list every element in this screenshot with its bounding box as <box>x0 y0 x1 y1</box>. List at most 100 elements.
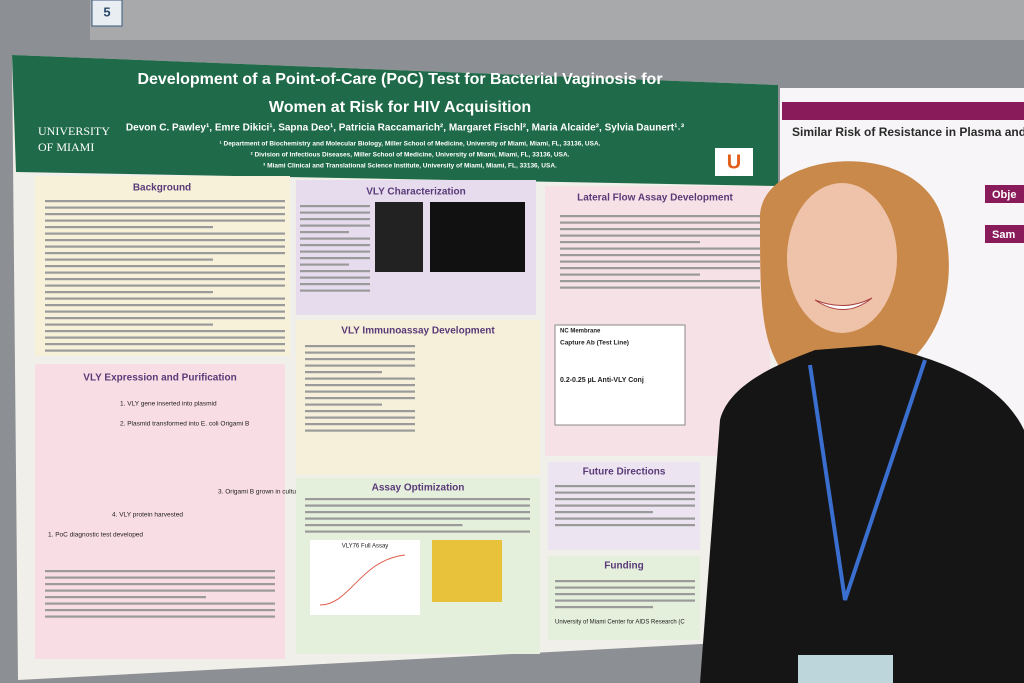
u-logo <box>715 148 753 176</box>
section-heading: Lateral Flow Assay Development <box>577 193 733 204</box>
body-text-line <box>45 336 285 339</box>
section-heading: VLY Expression and Purification <box>83 373 236 384</box>
body-text-line <box>555 580 695 583</box>
body-text-line <box>560 273 700 276</box>
body-text-line <box>300 211 370 214</box>
body-text-line <box>45 219 285 222</box>
figure-panel <box>310 540 420 615</box>
body-text-line <box>45 304 285 307</box>
body-text-line <box>45 343 285 346</box>
body-text-line <box>555 524 695 527</box>
body-text-line <box>45 206 285 209</box>
body-text-line <box>45 213 285 216</box>
body-text-line <box>555 498 695 501</box>
body-text-line <box>45 258 213 261</box>
body-text-line <box>45 278 285 281</box>
body-text-line <box>305 384 415 387</box>
poster-title: Development of a Point-of-Care (PoC) Tes… <box>137 71 662 88</box>
body-text-line <box>560 254 760 257</box>
body-text-line <box>300 276 370 279</box>
section-heading: Background <box>133 183 191 194</box>
body-text-line <box>560 286 760 289</box>
body-text-line <box>45 284 285 287</box>
body-text-line <box>45 200 285 203</box>
body-text-line <box>45 349 285 352</box>
flow-step: 2. Plasmid transformed into E. coli Orig… <box>120 421 249 428</box>
body-text-line <box>300 270 370 273</box>
affiliation: ¹ Department of Biochemistry and Molecul… <box>220 141 601 148</box>
gel-image <box>375 202 423 272</box>
body-text-line <box>45 239 285 242</box>
body-text-line <box>305 517 530 520</box>
body-text-line <box>305 358 415 361</box>
body-text-line <box>45 252 285 255</box>
section-box <box>548 556 700 640</box>
body-text-line <box>555 517 695 520</box>
body-text-line <box>555 586 695 589</box>
body-text-line <box>300 283 370 286</box>
body-text-line <box>560 260 760 263</box>
body-text-line <box>305 511 530 514</box>
body-text-line <box>45 570 275 573</box>
section-heading: Future Directions <box>583 467 666 478</box>
body-text-line <box>305 524 463 527</box>
badge-card <box>798 655 893 683</box>
section-heading: VLY Characterization <box>366 187 465 198</box>
body-text-line <box>560 241 700 244</box>
body-text-line <box>300 231 349 234</box>
poster-authors: Devon C. Pawley¹, Emre Dikici¹, Sapna De… <box>126 123 685 134</box>
u-logo-mark: U <box>727 151 741 173</box>
affiliation: ³ Miami Clinical and Translational Scien… <box>263 163 557 170</box>
body-text-line <box>300 237 370 240</box>
body-text-line <box>560 267 760 270</box>
body-text-line <box>300 205 370 208</box>
body-text-line <box>305 371 382 374</box>
body-text-line <box>305 397 415 400</box>
body-text-line <box>560 280 760 283</box>
body-text-line <box>560 228 760 231</box>
side-title: Similar Risk of Resistance in Plasma and <box>792 125 1024 139</box>
logo: UNIVERSITY <box>38 124 110 138</box>
panel <box>90 0 1024 40</box>
body-text-line <box>45 596 206 599</box>
lfa-label: 0.2-0.25 µL Anti-VLY Conj <box>560 377 644 384</box>
gel-image <box>430 202 525 272</box>
body-text-line <box>305 390 415 393</box>
face <box>787 183 897 333</box>
body-text-line <box>305 377 415 380</box>
body-text-line <box>45 576 275 579</box>
body-text-line <box>305 364 415 367</box>
lfa-table <box>554 324 686 426</box>
figure-title: VLY76 Full Assay <box>342 544 389 550</box>
logo: OF MIAMI <box>38 140 94 154</box>
body-text-line <box>305 351 415 354</box>
side-heading: Obje <box>992 189 1016 201</box>
sweater <box>700 345 1024 683</box>
body-text-line <box>555 599 695 602</box>
flow-step: 4. VLY protein harvested <box>112 512 183 519</box>
body-text-line <box>45 330 285 333</box>
lfa-label: NC Membrane <box>560 329 601 335</box>
body-text-line <box>305 504 530 507</box>
body-text-line <box>305 429 415 432</box>
body-text-line <box>300 289 370 292</box>
body-text-line <box>560 215 760 218</box>
body-text-line <box>45 297 285 300</box>
body-text-line <box>560 221 760 224</box>
body-text-line <box>300 263 349 266</box>
body-text-line <box>555 606 653 609</box>
badge-number: 5 <box>103 4 110 19</box>
body-text-line <box>45 589 275 592</box>
body-text-line <box>555 491 695 494</box>
flow-step: 1. PoC diagnostic test developed <box>48 532 143 539</box>
funding-text: University of Miami Center for AIDS Rese… <box>555 620 685 626</box>
curve <box>319 554 406 606</box>
flow-step: 1. VLY gene inserted into plasmid <box>120 401 217 408</box>
section-heading: Funding <box>604 561 643 572</box>
body-text-line <box>45 615 275 618</box>
body-text-line <box>45 232 285 235</box>
body-text-line <box>560 247 760 250</box>
poster-title: Women at Risk for HIV Acquisition <box>269 99 531 116</box>
body-text-line <box>305 345 415 348</box>
